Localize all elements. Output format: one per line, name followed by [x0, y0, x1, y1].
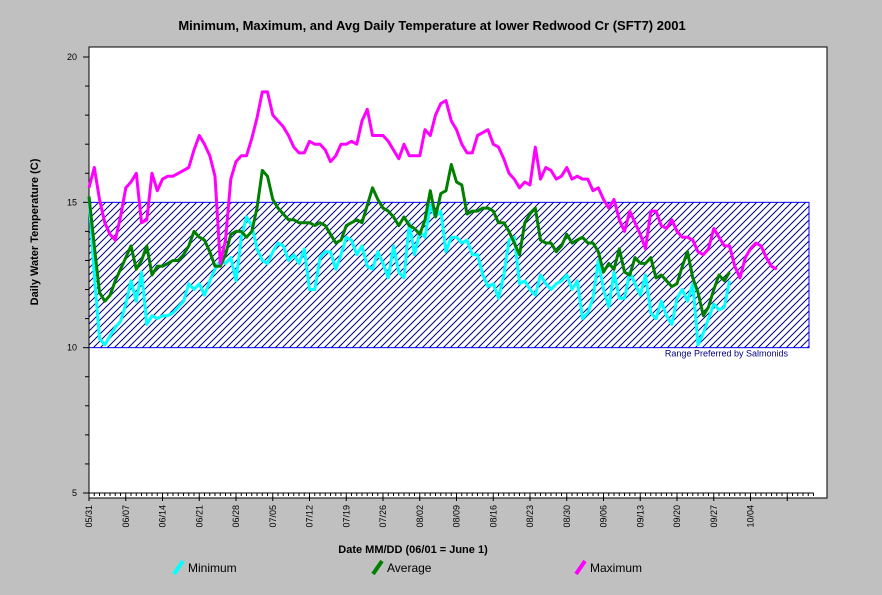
x-tick-label: 09/27: [709, 505, 719, 528]
y-tick-label: 15: [67, 197, 77, 207]
x-tick-label: 07/12: [305, 505, 315, 528]
preferred-range-band: [88, 201, 810, 349]
x-tick-label: 06/21: [194, 505, 204, 528]
y-axis: 5 10 15 20: [67, 52, 90, 498]
x-tick-label: 06/07: [121, 505, 131, 528]
x-tick-label: 08/09: [452, 505, 462, 528]
y-tick-label: 20: [67, 52, 77, 62]
x-tick-label: 05/31: [84, 505, 94, 528]
legend-item-average: Average: [371, 559, 432, 576]
legend-swatch: [574, 559, 587, 576]
x-tick-label: 09/13: [635, 505, 645, 528]
x-tick-label: 07/05: [268, 505, 278, 528]
y-tick-label: 5: [72, 488, 77, 498]
series-line-minimum: [87, 196, 731, 347]
legend-swatch: [371, 559, 384, 576]
x-axis: 05/31 06/07 06/14 06/21 06/28 07/05 07/12 07/19…: [84, 492, 814, 528]
x-tick-label: 06/14: [158, 505, 168, 528]
x-axis-label: Date MM/DD (06/01 = June 1): [338, 544, 488, 556]
x-tick-label: 07/19: [341, 505, 351, 528]
legend-swatch: [172, 559, 185, 576]
legend-label: Maximum: [590, 561, 642, 575]
x-tick-label: 08/16: [488, 505, 498, 528]
x-tick-label: 09/06: [599, 505, 609, 528]
x-tick-label: 09/20: [672, 505, 682, 528]
legend-item-maximum: Maximum: [574, 559, 642, 576]
y-tick-label: 10: [67, 343, 77, 353]
series-layer: [87, 90, 778, 347]
legend-label: Average: [387, 561, 432, 575]
x-tick-label: 10/04: [746, 505, 756, 528]
y-axis-label: Daily Water Temperature (C): [29, 158, 41, 305]
series-line-average: [87, 163, 731, 318]
x-tick-label: 07/26: [378, 505, 388, 528]
x-tick-label: 08/30: [562, 505, 572, 528]
x-tick-label: 06/28: [231, 505, 241, 528]
legend-label: Minimum: [188, 561, 237, 575]
legend-item-minimum: Minimum: [172, 559, 237, 576]
x-tick-label: 08/02: [415, 505, 425, 528]
preferred-range-label: Range Preferred by Salmonids: [665, 349, 789, 359]
chart-title: Minimum, Maximum, and Avg Daily Temperat…: [178, 18, 685, 33]
series-line-maximum: [87, 90, 778, 280]
x-tick-label: 08/23: [525, 505, 535, 528]
legend: Minimum Average Maximum: [172, 559, 642, 576]
